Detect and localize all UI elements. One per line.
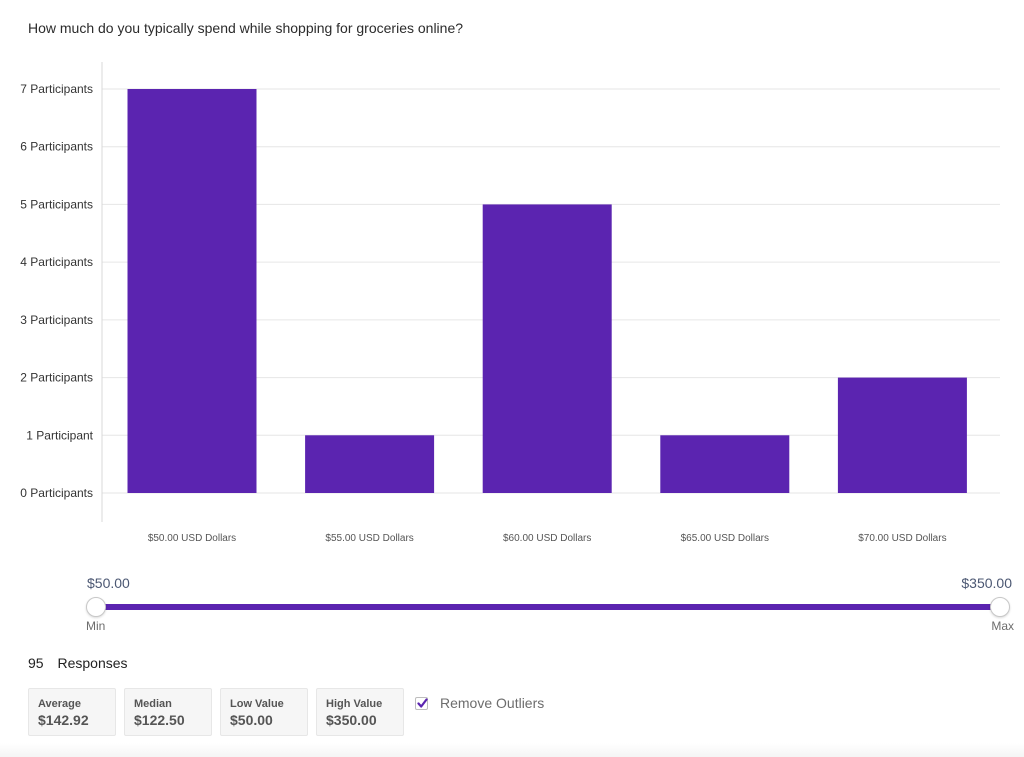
checkmark-icon: [417, 697, 428, 708]
question-title: How much do you typically spend while sh…: [28, 20, 464, 36]
remove-outliers-toggle[interactable]: Remove Outliers: [415, 695, 544, 711]
responses-count: 95: [28, 655, 44, 671]
stat-value: $50.00: [230, 712, 273, 728]
stat-value: $350.00: [326, 712, 377, 728]
slider-max-label: Max: [991, 619, 1014, 633]
stat-label: Average: [38, 698, 82, 710]
responses-label: Responses: [57, 655, 128, 671]
y-tick-label: 5 Participants: [20, 197, 93, 211]
y-tick-label: 7 Participants: [20, 82, 93, 96]
x-tick-label: $70.00 USD Dollars: [858, 533, 946, 544]
slider-min-value: $50.00: [87, 575, 130, 591]
bar: [837, 377, 967, 493]
bar: [482, 204, 612, 493]
y-tick-label: 3 Participants: [20, 313, 93, 327]
stat-high-value: High Value $350.00: [316, 688, 404, 736]
bar: [305, 435, 435, 493]
bar-chart: 0 Participants 1 Participant 2 Participant…: [20, 62, 1000, 544]
stat-average: Average $142.92: [28, 688, 116, 736]
y-tick-label: 4 Participants: [20, 255, 93, 269]
y-tick-label: 1 Participant: [26, 428, 93, 442]
x-tick-label: $55.00 USD Dollars: [325, 533, 413, 544]
slider-max-value: $350.00: [961, 575, 1012, 591]
responses-summary: 95 Responses: [28, 655, 128, 671]
stat-value: $122.50: [134, 712, 185, 728]
stat-label: Low Value: [230, 698, 284, 710]
x-tick-label: $50.00 USD Dollars: [148, 533, 236, 544]
slider-max-handle[interactable]: [990, 597, 1010, 617]
bottom-fade: [0, 743, 1024, 757]
slider-track[interactable]: [96, 604, 1000, 610]
y-tick-label: 2 Participants: [20, 371, 93, 385]
stat-low-value: Low Value $50.00: [220, 688, 308, 736]
remove-outliers-label: Remove Outliers: [440, 695, 545, 711]
bar: [660, 435, 790, 493]
stat-label: High Value: [326, 698, 383, 710]
slider-min-handle[interactable]: [86, 597, 106, 617]
stat-median: Median $122.50: [124, 688, 212, 736]
stat-label: Median: [134, 698, 172, 710]
range-slider[interactable]: $50.00 $350.00 Min Max: [84, 575, 1014, 635]
remove-outliers-checkbox[interactable]: [415, 696, 428, 710]
y-tick-label: 6 Participants: [20, 140, 93, 154]
bar: [127, 89, 257, 493]
stat-value: $142.92: [38, 712, 89, 728]
x-tick-label: $65.00 USD Dollars: [681, 533, 769, 544]
slider-min-label: Min: [86, 619, 106, 633]
x-tick-label: $60.00 USD Dollars: [503, 533, 591, 544]
y-tick-label: 0 Participants: [20, 486, 93, 500]
